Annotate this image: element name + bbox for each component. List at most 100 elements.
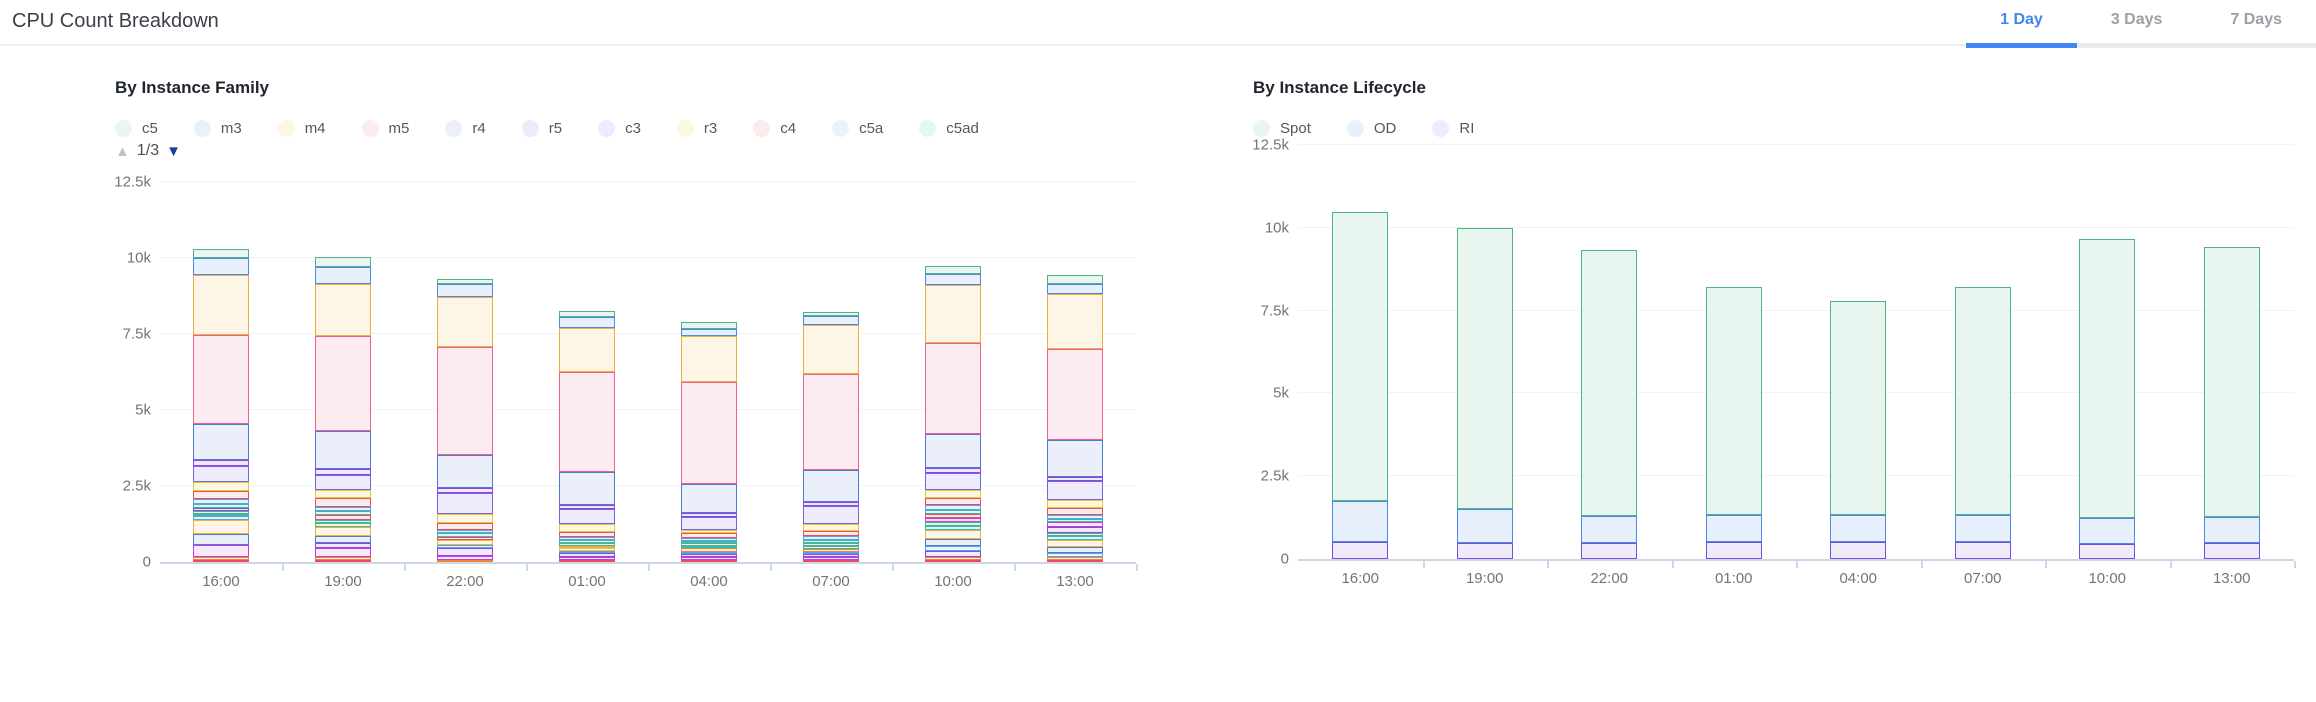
stacked-bar-04:00[interactable] <box>1830 300 1887 559</box>
legend-item-c4[interactable]: c4 <box>753 120 796 137</box>
bar-segment-m4 <box>437 296 493 347</box>
bar-segment-c4 <box>925 497 981 506</box>
legend-item-Spot[interactable]: Spot <box>1253 120 1311 137</box>
legend-item-c5ad[interactable]: c5ad <box>919 120 979 137</box>
legend-item-r4[interactable]: r4 <box>445 120 486 137</box>
bar-segment <box>925 559 981 562</box>
stacked-bar-10:00[interactable] <box>2079 239 2136 559</box>
bar-segment <box>193 520 249 534</box>
plot-instance-lifecycle: 0 2.5k 5k 7.5k 10k 12.5k <box>1252 137 2316 568</box>
stacked-bar-07:00[interactable] <box>803 311 859 562</box>
bar-segment-r4 <box>681 484 737 513</box>
legend-item-c5a[interactable]: c5a <box>832 120 883 137</box>
legend-item-RI[interactable]: RI <box>1432 120 1474 137</box>
time-range-tabs: 1 Day 3 Days 7 Days <box>1966 0 2316 48</box>
stacked-bar-16:00[interactable] <box>193 248 249 562</box>
stacked-bar-13:00[interactable] <box>2203 246 2260 559</box>
legend-item-c3[interactable]: c3 <box>598 120 641 137</box>
bar-segment-m4 <box>559 327 615 372</box>
bar-segment <box>1047 522 1103 528</box>
bar-segment-r4 <box>437 454 493 489</box>
bar-segment-r5 <box>559 505 615 510</box>
bar-segment-r3 <box>1047 499 1103 509</box>
bar-segment-r5 <box>193 460 249 466</box>
legend-label: c5a <box>859 120 884 137</box>
bar-segment-c5ad <box>437 533 493 537</box>
bar-segment-RI <box>1332 542 1389 559</box>
legend-item-m4[interactable]: m4 <box>277 120 326 137</box>
bar-segment-m4 <box>1047 294 1103 350</box>
stacked-bar-13:00[interactable] <box>1047 275 1103 562</box>
gridline <box>1298 144 2294 145</box>
bar-segment-m5 <box>315 335 371 432</box>
legend-item-m5[interactable]: m5 <box>361 120 409 137</box>
gridline <box>160 333 1136 334</box>
bar-segment-r3 <box>559 524 615 532</box>
bar-segment-c5 <box>1047 275 1103 284</box>
bar-segment-c5a <box>193 499 249 504</box>
x-axis-label: 04:00 <box>690 573 728 590</box>
bar-segment <box>681 543 737 546</box>
legend-pager-up-triangle-icon[interactable]: ▲ <box>115 142 130 160</box>
y-axis <box>115 184 160 564</box>
bar-segment-RI <box>2079 544 2136 559</box>
bar-segment-c4 <box>193 491 249 499</box>
legend-item-r5[interactable]: r5 <box>521 120 562 137</box>
bar-segment-OD <box>1954 514 2011 543</box>
bar-segment-Spot <box>1830 300 1887 516</box>
legend-item-c5[interactable]: c5 <box>115 120 158 137</box>
stacked-bar-01:00[interactable] <box>559 310 615 562</box>
bar-segment <box>437 559 493 562</box>
x-axis-label: 07:00 <box>812 573 850 590</box>
x-axis-label: 22:00 <box>1590 570 1629 587</box>
x-axis-label: 19:00 <box>1465 570 1504 587</box>
bar-segment-r4 <box>193 423 249 461</box>
bar-segment <box>437 547 493 557</box>
bar-segment-Spot <box>1705 287 1762 516</box>
bar-segment-c3 <box>681 516 737 531</box>
legend-item-OD[interactable]: OD <box>1346 120 1396 137</box>
bar-segment-RI <box>2203 543 2260 559</box>
charts-row: By Instance Family c5 m3 m4 m5 r4 r5 c3 r3 c4 c5a… <box>0 46 2316 590</box>
bar-segment-OD <box>1705 515 1762 543</box>
bar-segment-m3 <box>315 267 371 284</box>
bar-segment <box>803 557 859 560</box>
legend-pager-down-triangle-icon[interactable]: ▼ <box>166 142 181 160</box>
bar-segment-m4 <box>803 325 859 374</box>
tab-1-day[interactable]: 1 Day <box>1966 0 2077 48</box>
bar-segment-c5ad <box>681 540 737 544</box>
stacked-bar-04:00[interactable] <box>681 322 737 562</box>
stacked-bar-10:00[interactable] <box>925 266 981 562</box>
bar-segment-c5ad <box>559 540 615 544</box>
stacked-bar-22:00[interactable] <box>437 279 493 562</box>
plot-area: 0 2.5k 5k 7.5k 10k 12.5k <box>1252 137 2296 568</box>
bar-segment-m4 <box>193 274 249 336</box>
bar-segment-c5ad <box>315 511 371 516</box>
stacked-bar-01:00[interactable] <box>1705 287 1762 559</box>
y-axis-label: 7.5k <box>1260 302 1289 320</box>
tab-7-days[interactable]: 7 Days <box>2230 11 2282 28</box>
bar-segment-OD <box>1581 515 1638 544</box>
legend-item-m3[interactable]: m3 <box>193 120 242 137</box>
bar-segment-r5 <box>315 469 371 475</box>
bar-segment <box>925 557 981 560</box>
tab-3-days[interactable]: 3 Days <box>2110 11 2163 28</box>
stacked-bar-19:00[interactable] <box>1456 227 1513 559</box>
bar-segment-r5 <box>681 512 737 517</box>
bar-segment-m3 <box>681 329 737 336</box>
bar-segment-m5 <box>193 335 249 424</box>
bar-segment-r4 <box>1047 440 1103 477</box>
bar-segment <box>1047 547 1103 554</box>
legend-label: c5 <box>142 120 158 137</box>
stacked-bar-19:00[interactable] <box>315 256 371 562</box>
bar-segment-m5 <box>559 371 615 473</box>
bar-segment <box>925 522 981 527</box>
stacked-bar-07:00[interactable] <box>1954 287 2011 559</box>
stacked-bar-22:00[interactable] <box>1581 250 1638 559</box>
bar-segment-m5 <box>437 346 493 455</box>
x-axis-tick <box>1422 561 1425 568</box>
stacked-bar-16:00[interactable] <box>1332 211 1389 559</box>
legend-label: c3 <box>625 120 641 137</box>
bar-segment <box>193 533 249 546</box>
legend-item-r3[interactable]: r3 <box>676 120 717 137</box>
